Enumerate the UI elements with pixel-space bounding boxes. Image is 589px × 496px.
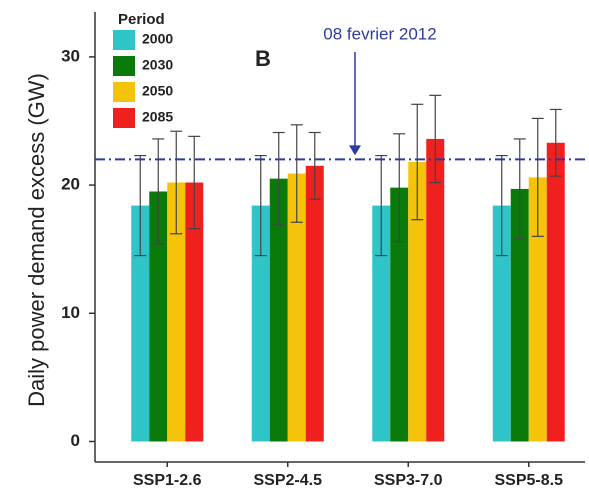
bar — [131, 205, 150, 442]
error-bar — [152, 138, 165, 245]
error-bar — [429, 94, 442, 184]
error-bar — [272, 131, 285, 226]
bar — [372, 205, 391, 442]
y-tick-label: 0 — [71, 431, 80, 450]
y-tick-label: 30 — [61, 46, 80, 65]
legend-label: 2000 — [142, 31, 173, 47]
x-tick-label: SSP1-2.6 — [133, 472, 202, 489]
reference-annotation: 08 fevrier 2012 — [323, 24, 436, 43]
x-tick-label: SSP3-7.0 — [374, 472, 443, 489]
x-tick-label: SSP2-4.5 — [254, 472, 323, 489]
y-tick-label: 10 — [61, 303, 80, 322]
error-bar — [513, 138, 526, 240]
legend-swatch — [113, 30, 135, 50]
legend-label: 2030 — [142, 57, 173, 73]
bar — [149, 191, 168, 442]
panel-label: B — [255, 46, 271, 71]
legend-label: 2085 — [142, 109, 173, 125]
bar — [287, 173, 306, 442]
legend-swatch — [113, 82, 135, 102]
error-bar — [254, 154, 267, 257]
error-bar — [188, 135, 201, 230]
bar — [528, 177, 547, 442]
legend-title: Period — [118, 11, 165, 28]
error-bar — [308, 131, 321, 200]
y-axis-label: Daily power demand excess (GW) — [24, 73, 49, 407]
error-bar — [134, 154, 147, 257]
x-tick-label: SSP5-8.5 — [495, 472, 564, 489]
legend-swatch — [113, 108, 135, 128]
bar — [426, 138, 445, 442]
annotation-arrowhead — [349, 145, 361, 156]
bar — [492, 205, 511, 442]
bar — [269, 178, 288, 442]
error-bar — [549, 108, 562, 177]
y-tick-label: 20 — [61, 175, 80, 194]
bar — [185, 182, 204, 442]
bar — [390, 187, 409, 442]
error-bar — [290, 124, 303, 223]
error-bar — [495, 154, 508, 257]
bar — [510, 188, 529, 442]
error-bar — [170, 130, 183, 235]
bar — [408, 162, 427, 442]
error-bar — [393, 133, 406, 243]
legend-swatch — [113, 56, 135, 76]
bar — [167, 182, 186, 442]
error-bar — [375, 154, 388, 257]
bar — [251, 205, 270, 442]
bar — [546, 142, 565, 442]
legend-label: 2050 — [142, 83, 173, 99]
error-bar — [531, 117, 544, 237]
bar — [305, 165, 324, 442]
error-bar — [411, 103, 424, 221]
